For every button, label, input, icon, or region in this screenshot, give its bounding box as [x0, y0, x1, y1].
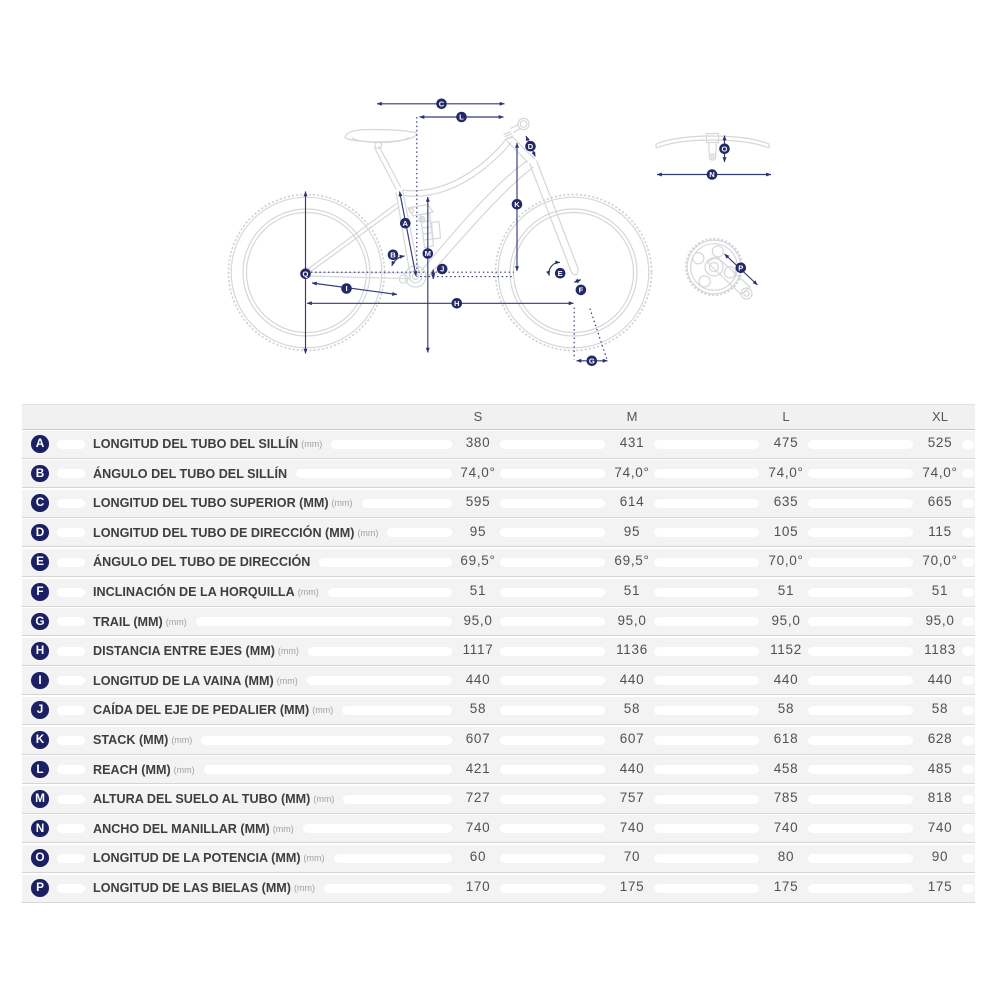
svg-text:O: O [722, 145, 728, 154]
svg-text:D: D [528, 142, 534, 151]
svg-text:K: K [514, 200, 520, 209]
svg-text:A: A [403, 219, 409, 228]
svg-text:I: I [345, 284, 347, 293]
svg-text:E: E [558, 269, 563, 278]
svg-text:P: P [738, 264, 743, 273]
svg-text:N: N [709, 170, 714, 179]
svg-text:J: J [440, 265, 444, 274]
svg-text:H: H [454, 299, 459, 308]
svg-text:G: G [589, 357, 595, 366]
svg-text:M: M [425, 249, 431, 258]
svg-text:B: B [390, 251, 396, 260]
svg-text:L: L [459, 113, 464, 122]
svg-text:C: C [439, 100, 445, 109]
svg-text:F: F [579, 286, 584, 295]
svg-text:Q: Q [303, 270, 309, 279]
